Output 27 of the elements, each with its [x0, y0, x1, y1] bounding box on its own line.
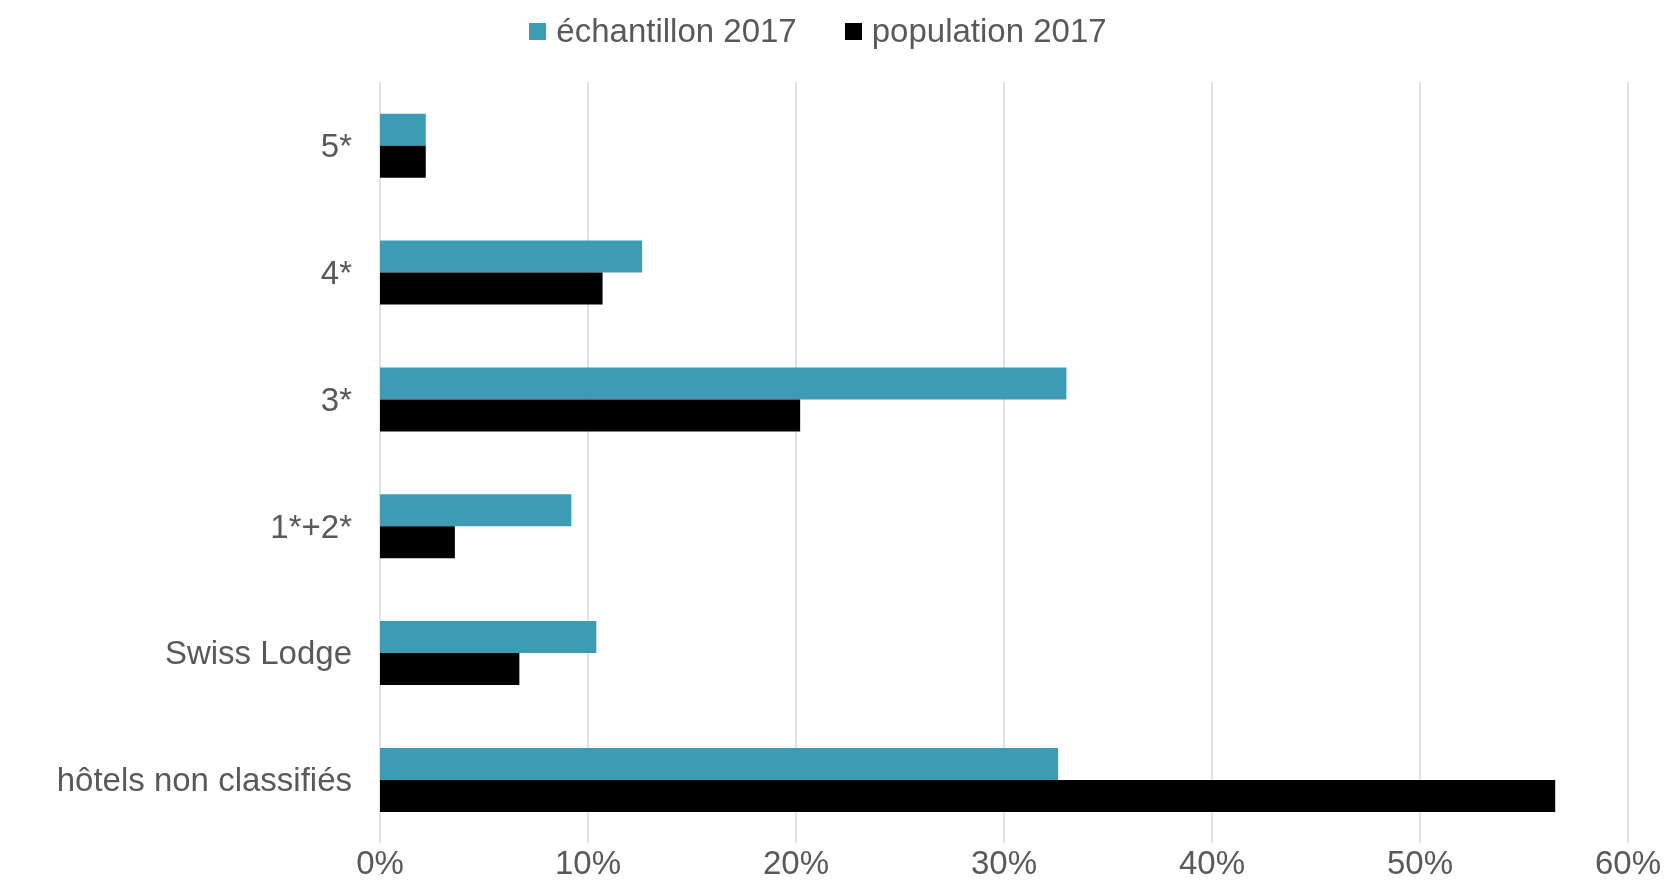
bar: [380, 145, 426, 178]
bar: [380, 526, 455, 559]
bar: [380, 779, 1556, 812]
x-tick-label: 0%: [356, 844, 404, 882]
y-tick-label: Swiss Lodge: [164, 634, 352, 672]
bar: [380, 272, 603, 305]
bar: [380, 399, 801, 432]
bar: [380, 621, 597, 654]
bar: [380, 113, 426, 146]
x-tick-label: 10%: [554, 844, 622, 882]
x-tick-label: 30%: [970, 844, 1038, 882]
y-tick-label: hôtels non classifiés: [56, 761, 352, 799]
legend-label: échantillon 2017: [556, 12, 797, 50]
bar: [380, 240, 643, 273]
x-tick-label: 40%: [1178, 844, 1246, 882]
y-tick-label: 1*+2*: [270, 507, 353, 545]
y-tick-label: 3*: [320, 380, 353, 418]
bar: [380, 367, 1067, 400]
bar: [380, 747, 1059, 780]
x-tick-label: 20%: [762, 844, 830, 882]
y-tick-label: 4*: [320, 253, 353, 291]
bar: [380, 494, 572, 527]
bar: [380, 653, 520, 686]
y-tick-label: 5*: [320, 127, 353, 165]
legend-label: population 2017: [871, 12, 1107, 50]
x-tick-label: 60%: [1594, 844, 1662, 882]
x-tick-label: 50%: [1386, 844, 1454, 882]
